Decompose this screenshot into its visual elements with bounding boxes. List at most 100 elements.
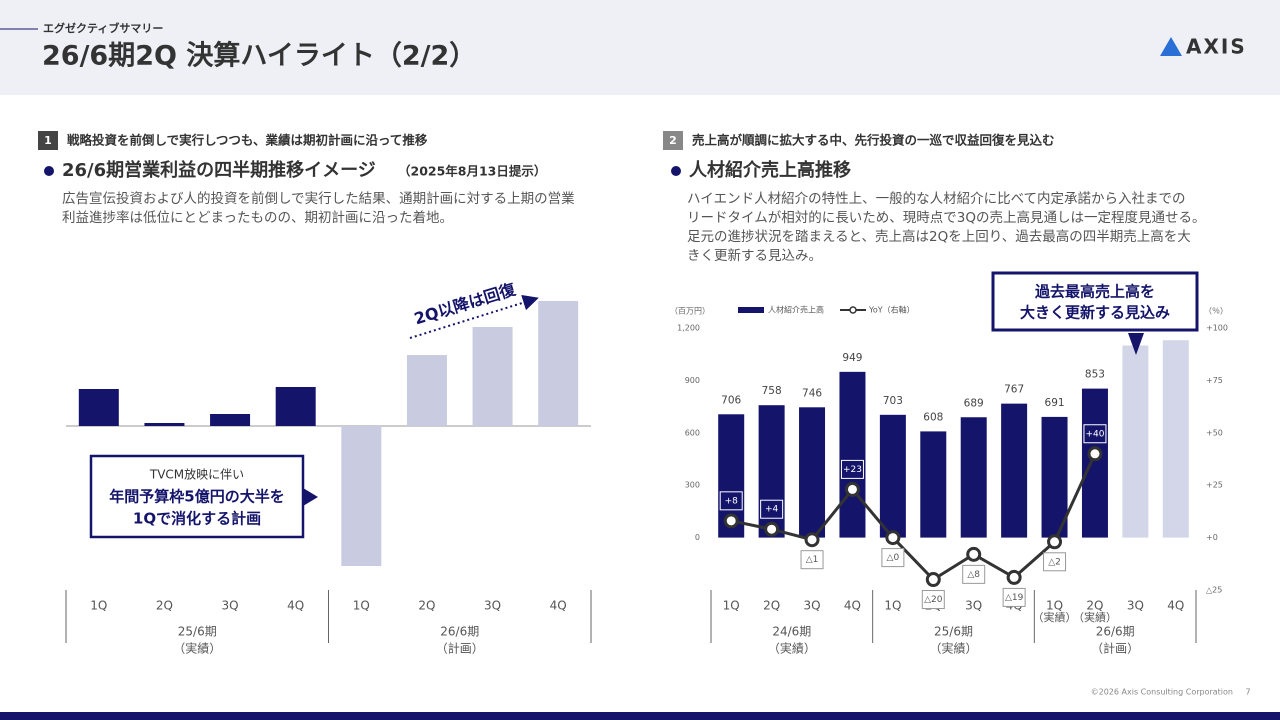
yoy-point [723,513,739,529]
yoy-point [966,546,982,562]
yoy-point [804,532,820,548]
bullet [44,166,54,176]
body-text: ハイエンド人材紹介の特性上、一般的な人材紹介に比べて内定承諾から入社までの [687,191,1186,207]
y2-tick-label: +100 [1206,324,1228,333]
legend-label: YoY（右軸） [868,305,915,315]
bar [472,327,513,426]
x-tick-label: 4Q [287,599,304,613]
x-tick-label: 2Q [156,599,173,613]
value-label: 689 [964,397,984,409]
yoy-label: +8 [725,496,739,506]
yoy-label: +23 [843,465,862,475]
callout-pointer [303,488,318,506]
page-title: 26/6期2Q 決算ハイライト（2/2） [42,40,476,72]
footer-bar [0,712,1280,720]
yoy-label-box [921,590,945,610]
yoy-label: △20 [924,595,943,605]
number-badge [38,131,58,150]
callout-box [991,271,1199,332]
y-tick-label: 900 [685,376,700,385]
x-tick-label: 1Q [353,599,370,613]
bar [78,389,119,426]
yoy-label-box [1043,552,1067,572]
trend-label: 2Q以降は回復 [412,279,519,328]
group-note: （計画） [436,641,484,656]
bullet [671,166,681,176]
value-label: 853 [1085,369,1105,381]
trend-arrow [409,294,539,339]
x-tick-label: 3Q [803,599,820,613]
yoy-label: △8 [967,570,980,580]
x-tick-label: 2Q [1086,599,1103,613]
x-tick-label: 2Q [418,599,435,613]
value-label: 608 [923,411,943,423]
group-label: 25/6期 [178,625,217,639]
lead: 戦略投資を前倒しで実行しつつも、業績は期初計画に沿って推移 [67,133,428,148]
x-tick-label: 1Q [723,599,740,613]
number: 1 [44,134,52,147]
bar [960,417,987,538]
yoy-point [1087,446,1103,462]
yoy-label: △2 [1048,557,1061,567]
yoy-label-box [760,499,784,519]
x-tick-label: 3Q [484,599,501,613]
bar [1162,340,1189,538]
x-tick-label: 1Q [90,599,107,613]
yoy-point [1006,569,1022,585]
yoy-label: +4 [765,505,779,515]
logo-mark [1160,37,1182,56]
group-label: 26/6期 [440,625,479,639]
body-text: 利益進捗率は低位にとどまったものの、期初計画に沿った着地。 [62,209,453,226]
value-label: 758 [762,385,782,397]
callout-text: 大きく更新する見込み [1020,304,1170,322]
body-text: 広告宣伝投資および人的投資を前倒しで実行した結果、通期計画に対する上期の営業 [62,190,575,207]
number-badge [663,131,683,150]
legend-swatch [738,307,764,313]
yoy-point [885,530,901,546]
x-tick-label: 1Q [1046,599,1063,613]
yoy-line [730,453,1097,582]
y2-unit: （％） [1204,307,1228,316]
callout-text: 過去最高売上高を [1034,283,1155,301]
yoy-label-box [719,491,743,511]
bar [210,414,251,426]
group-label: 26/6期 [1096,625,1135,639]
value-label: 746 [802,387,822,399]
y-unit: （百万円） [670,307,710,316]
bar [920,431,947,538]
copyright: ©2026 Axis Consulting Corporation [1091,688,1233,697]
x-tick-label: 1Q [884,599,901,613]
y-tick-label: 600 [685,428,700,437]
yoy-label: △1 [806,555,819,565]
y2-tick-label: +75 [1206,376,1223,385]
x-tick-label: 3Q [1127,599,1144,613]
bar [1001,403,1028,538]
bar [879,414,906,538]
x-tick-label: 3Q [965,599,982,613]
x-tick-label: 3Q [222,599,239,613]
value-label: 767 [1004,384,1024,396]
callout-text: TVCM放映に伴い [149,467,244,482]
x-tick-note: （実績） [1073,610,1117,624]
yoy-label-box [1083,424,1107,444]
bar [1081,388,1108,538]
heading-note: （2025年8月13日提示） [398,164,546,179]
callout-pointer [1128,333,1144,355]
x-tick-label: 2Q [763,599,780,613]
value-label: 691 [1045,397,1065,409]
y-tick-label: 1,200 [677,324,700,333]
yoy-point [925,572,941,588]
value-label: 703 [883,395,903,407]
y-tick-label: 300 [685,481,700,490]
group-note: （計画） [1091,641,1139,656]
logo: AXIS [1186,35,1247,59]
yoy-label-box [1002,587,1026,607]
bar [799,407,826,538]
yoy-label-box [962,564,986,584]
yoy-label: △19 [1005,593,1024,603]
value-label: 706 [721,394,741,406]
legend-label: 人材紹介売上高 [768,305,824,315]
yoy-label-box [881,548,905,568]
y2-tick-label: △25 [1206,586,1222,595]
